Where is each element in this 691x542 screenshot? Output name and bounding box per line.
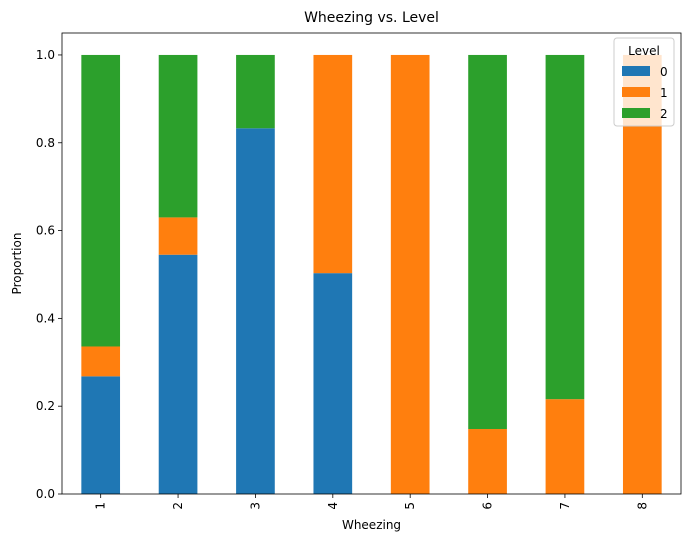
y-tick-label: 0.0: [36, 487, 55, 501]
bar-cat1-level2: [81, 54, 121, 347]
legend-swatch-level1: [622, 87, 650, 97]
y-tick-label: 0.2: [36, 399, 55, 413]
x-axis-title: Wheezing: [342, 518, 401, 532]
bars-group: [81, 54, 662, 495]
legend-label-level0: 0: [660, 65, 668, 79]
bar-cat3-level0: [236, 128, 275, 495]
x-tick-label: 2: [171, 502, 185, 510]
y-tick-label: 1.0: [36, 48, 55, 62]
x-tick-label: 7: [558, 502, 572, 510]
bar-cat4-level0: [313, 273, 353, 494]
y-axis-title: Proportion: [10, 233, 24, 295]
plot-frame: [61, 32, 682, 495]
bar-cat2-level0: [158, 254, 198, 494]
bar-cat2-level1: [158, 217, 198, 255]
bar-cat6-level1: [468, 429, 507, 494]
x-tick-label: 1: [94, 502, 108, 510]
chart-title: Wheezing vs. Level: [304, 10, 439, 26]
legend-swatch-level0: [622, 66, 650, 76]
bar-cat1-level0: [81, 376, 121, 494]
bar-cat6-level2: [468, 54, 507, 430]
y-tick-label: 0.6: [36, 224, 55, 238]
x-tick-label: 4: [326, 502, 340, 510]
bar-cat1-level1: [81, 346, 121, 377]
axes-group: [61, 32, 682, 495]
x-tick-label: 6: [481, 502, 495, 510]
legend-title: Level: [628, 44, 660, 58]
y-tick-label: 0.4: [36, 311, 55, 325]
y-tick-label: 0.8: [36, 136, 55, 150]
bar-cat7-level1: [545, 399, 585, 494]
x-tick-label: 8: [635, 502, 649, 510]
bar-cat3-level2: [236, 54, 275, 129]
ticks-group: 0.0 0.2 0.4 0.6 0.8 1.0 1 2 3 4 5 6 7 8: [36, 48, 649, 510]
bar-cat8-level1: [622, 54, 662, 494]
x-tick-label: 3: [248, 502, 262, 510]
legend: Level 0 1 2: [613, 37, 675, 127]
legend-label-level2: 2: [660, 107, 668, 121]
bar-cat2-level2: [158, 54, 198, 218]
x-tick-label: 5: [403, 502, 417, 510]
bar-cat4-level1: [313, 54, 353, 274]
legend-label-level1: 1: [660, 86, 668, 100]
bar-cat5-level1: [390, 54, 430, 494]
legend-swatch-level2: [622, 108, 650, 118]
bar-cat7-level2: [545, 54, 585, 400]
legend-box: [613, 37, 675, 127]
